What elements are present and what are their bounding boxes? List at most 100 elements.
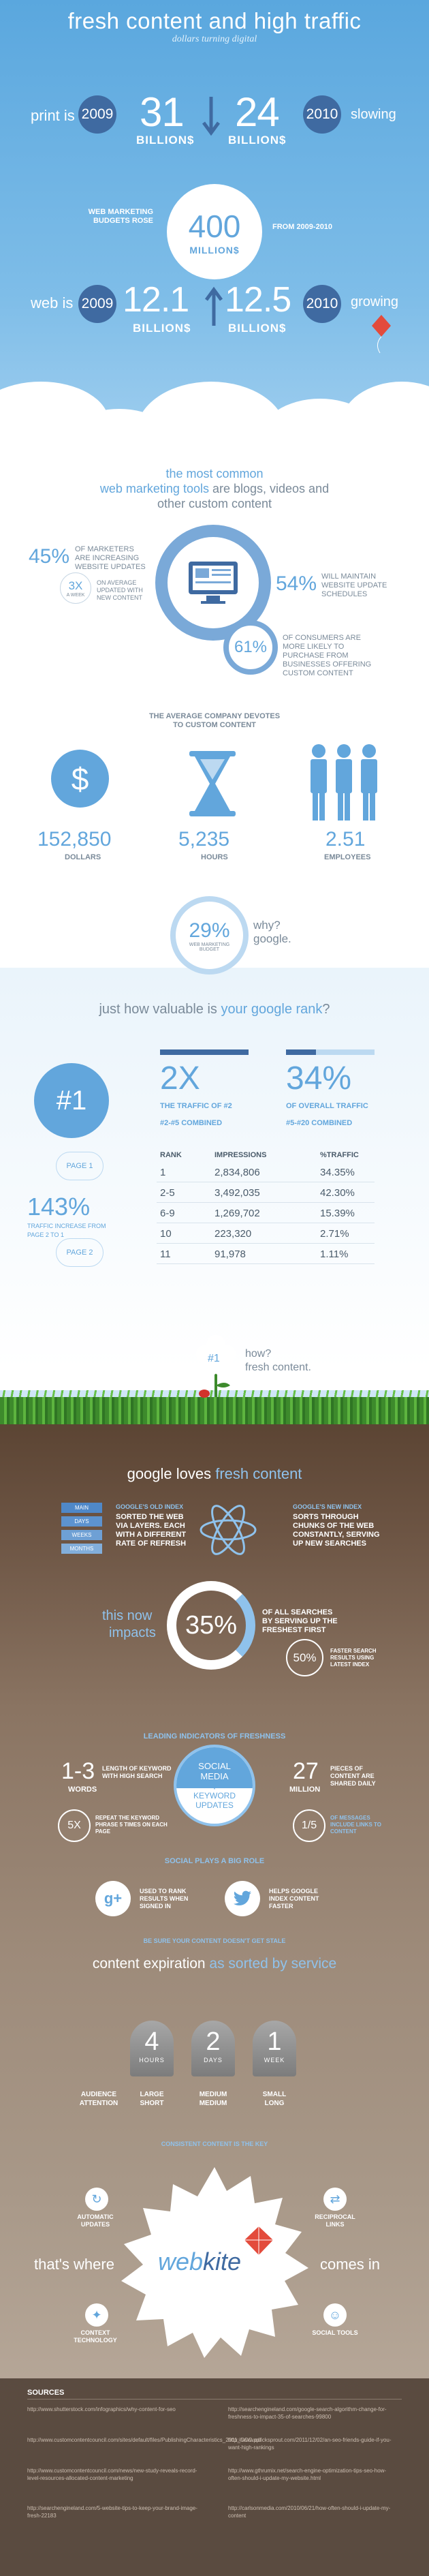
rank-cell: 11 <box>160 1248 171 1260</box>
employees-label: EMPLOYEES <box>324 853 371 861</box>
tomb-hours: 4 HOURS <box>130 2021 174 2076</box>
freshness-heading: LEADING INDICATORS OF FRESHNESS <box>143 1732 286 1741</box>
pct-bar-light <box>286 1049 375 1055</box>
legend-audience: AUDIENCE ATTENTION <box>75 2090 123 2108</box>
layer-main: MAIN <box>61 1503 102 1513</box>
flower-icon <box>196 1335 236 1399</box>
traffic-cell: 34.35% <box>320 1167 355 1178</box>
why-text: why? <box>253 919 281 932</box>
hours-label: HOURS <box>201 853 228 861</box>
source-item[interactable]: http://www.customcontentcouncil.com/site… <box>27 2437 261 2443</box>
source-item[interactable]: http://www.gthrumix.net/search-engine-op… <box>228 2468 387 2481</box>
hours-value: 5,235 <box>178 828 230 850</box>
source-item[interactable]: http://www.quicksprout.com/2011/12/02/an… <box>228 2437 392 2451</box>
source-item[interactable]: http://searchengineland.com/google-searc… <box>228 2406 387 2420</box>
plus-sign: + <box>210 1779 219 1793</box>
stat-61-value: 61% <box>234 638 268 656</box>
down-arrow-icon <box>202 97 221 136</box>
devotes-heading: THE AVERAGE COMPANY DEVOTES TO CUSTOM CO… <box>148 712 281 729</box>
twitter-label: HELPS GOOGLE INDEX CONTENT FASTER <box>269 1888 319 1910</box>
table-row: 2-5 3,492,035 42.30% <box>157 1182 375 1203</box>
web-label: web is <box>31 294 74 311</box>
traffic-cell: 42.30% <box>320 1187 355 1199</box>
twox-label-b: #2-#5 COMBINED <box>160 1119 223 1127</box>
legend-small-a: SMALL <box>262 2091 287 2098</box>
impressions-cell: 2,834,806 <box>214 1167 260 1178</box>
source-item[interactable]: http://www.customcontentcouncil.com/news… <box>27 2468 197 2481</box>
kite-icon <box>372 315 391 354</box>
increase-value: 143% <box>27 1193 91 1221</box>
tomb-number: 4 <box>144 2027 159 2056</box>
legend-audience-a: AUDIENCE <box>80 2091 117 2098</box>
social-keyword-circle: SOCIAL MEDIA + KEYWORD UPDATES <box>174 1745 255 1826</box>
loves-hl: fresh content <box>215 1465 302 1482</box>
table-row: 10 223,320 2.71% <box>157 1223 375 1244</box>
source-item[interactable]: http://carlsonmedia.com/2010/06/21/how-o… <box>228 2505 391 2519</box>
loves-pre: google loves <box>127 1465 216 1482</box>
twox-bar <box>160 1049 249 1055</box>
budget-pct-value: 29% <box>189 919 230 942</box>
tools-line1: the most common <box>165 467 264 480</box>
page2-pill: PAGE 2 <box>56 1238 104 1267</box>
source-item[interactable]: http://www.shutterstock.com/infographics… <box>27 2406 176 2412</box>
budget-pct-circle: 29% WEB MARKETING BUDGET <box>170 896 249 975</box>
fresh-content-text: fresh content. <box>245 1362 311 1373</box>
fifth-label: OF MESSAGES INCLUDE LINKS TO CONTENT <box>330 1815 381 1835</box>
legend-small: SMALL LONG <box>251 2090 298 2108</box>
webkite-starburst <box>121 2167 308 2358</box>
reciprocal-links-icon: ⇄ <box>323 2188 347 2211</box>
thats-where: that's where <box>34 2256 114 2273</box>
budget-circle: 400 MILLION$ <box>167 184 262 279</box>
web-value-from: 12.1 <box>123 280 189 320</box>
budget-value: 400 <box>188 209 241 244</box>
gplus-label: USED TO RANK RESULTS WHEN SIGNED IN <box>140 1888 189 1910</box>
table-row: 11 91,978 1.11% <box>157 1244 375 1264</box>
stale-note: BE SURE YOUR CONTENT DOESN'T GET STALE <box>143 1937 286 1944</box>
tools-highlight: web marketing tools <box>99 482 209 495</box>
employees-icon <box>311 744 377 821</box>
social-heading: SOCIAL PLAYS A BIG ROLE <box>164 1857 265 1865</box>
faster-label: FASTER SEARCH RESULTS USING LATEST INDEX <box>330 1648 377 1668</box>
new-index-title: GOOGLE'S NEW INDEX <box>293 1503 362 1510</box>
twox-label-a: THE TRAFFIC OF #2 <box>160 1102 232 1110</box>
fivex-circle: 5X <box>58 1809 91 1842</box>
comes-in: comes in <box>320 2256 381 2273</box>
web-unit-from: BILLION$ <box>133 322 191 335</box>
pct-bar-dark <box>286 1049 316 1055</box>
table-row: 1 2,834,806 34.35% <box>157 1162 375 1182</box>
web-year-to: 2010 <box>303 285 341 323</box>
source-item[interactable]: http://searchengineland.com/5-website-ti… <box>27 2505 197 2519</box>
legend-medium-b: MEDIUM <box>199 2100 227 2107</box>
reciprocal-links-label: RECIPROCAL LINKS <box>315 2213 355 2228</box>
old-index-title: GOOGLE'S OLD INDEX <box>116 1503 184 1510</box>
impact-label: OF ALL SEARCHES BY SERVING UP THE FRESHE… <box>262 1608 338 1634</box>
impressions-cell: 223,320 <box>214 1228 252 1240</box>
tomb-week: 1 WEEK <box>253 2021 296 2076</box>
rank-question-pre: just how valuable is <box>99 1002 221 1017</box>
print-value-to: 24 <box>235 89 280 135</box>
rank-cell: 6-9 <box>160 1208 175 1219</box>
traffic-cell: 1.11% <box>320 1248 349 1260</box>
col-rank: RANK <box>160 1151 182 1159</box>
dollars-label: DOLLARS <box>65 853 101 861</box>
webkite-kite-icon <box>244 2226 273 2255</box>
words-value: 1-3 <box>61 1758 95 1784</box>
impact-value: 35% <box>185 1610 238 1640</box>
rank-question-post: ? <box>322 1002 330 1017</box>
legend-large-a: LARGE <box>140 2091 164 2098</box>
twox-value: 2X <box>160 1060 200 1097</box>
rank-question-hl: your google rank <box>221 1002 323 1017</box>
rank-cell: 10 <box>160 1228 172 1240</box>
tools-line2: web marketing tools are blogs, videos an… <box>0 482 429 496</box>
million-unit: MILLION <box>289 1785 321 1794</box>
how-text: how? <box>245 1348 272 1360</box>
social-tools-label: SOCIAL TOOLS <box>312 2329 358 2336</box>
print-label: print is <box>31 107 75 124</box>
print-trend: slowing <box>351 107 396 122</box>
web-year-from: 2009 <box>78 285 116 323</box>
print-year-to: 2010 <box>303 95 341 134</box>
expiration-hl: as sorted by service <box>209 1956 337 1972</box>
grass <box>0 1397 429 1424</box>
faster-circle: 50% <box>286 1639 323 1676</box>
impact-circle: 35% <box>167 1581 255 1670</box>
